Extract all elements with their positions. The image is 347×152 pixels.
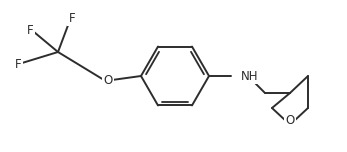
Text: O: O [103,74,113,86]
Text: F: F [69,12,75,24]
Text: F: F [15,59,21,71]
Text: NH: NH [241,69,259,83]
Text: O: O [285,114,295,128]
Text: F: F [27,24,33,36]
